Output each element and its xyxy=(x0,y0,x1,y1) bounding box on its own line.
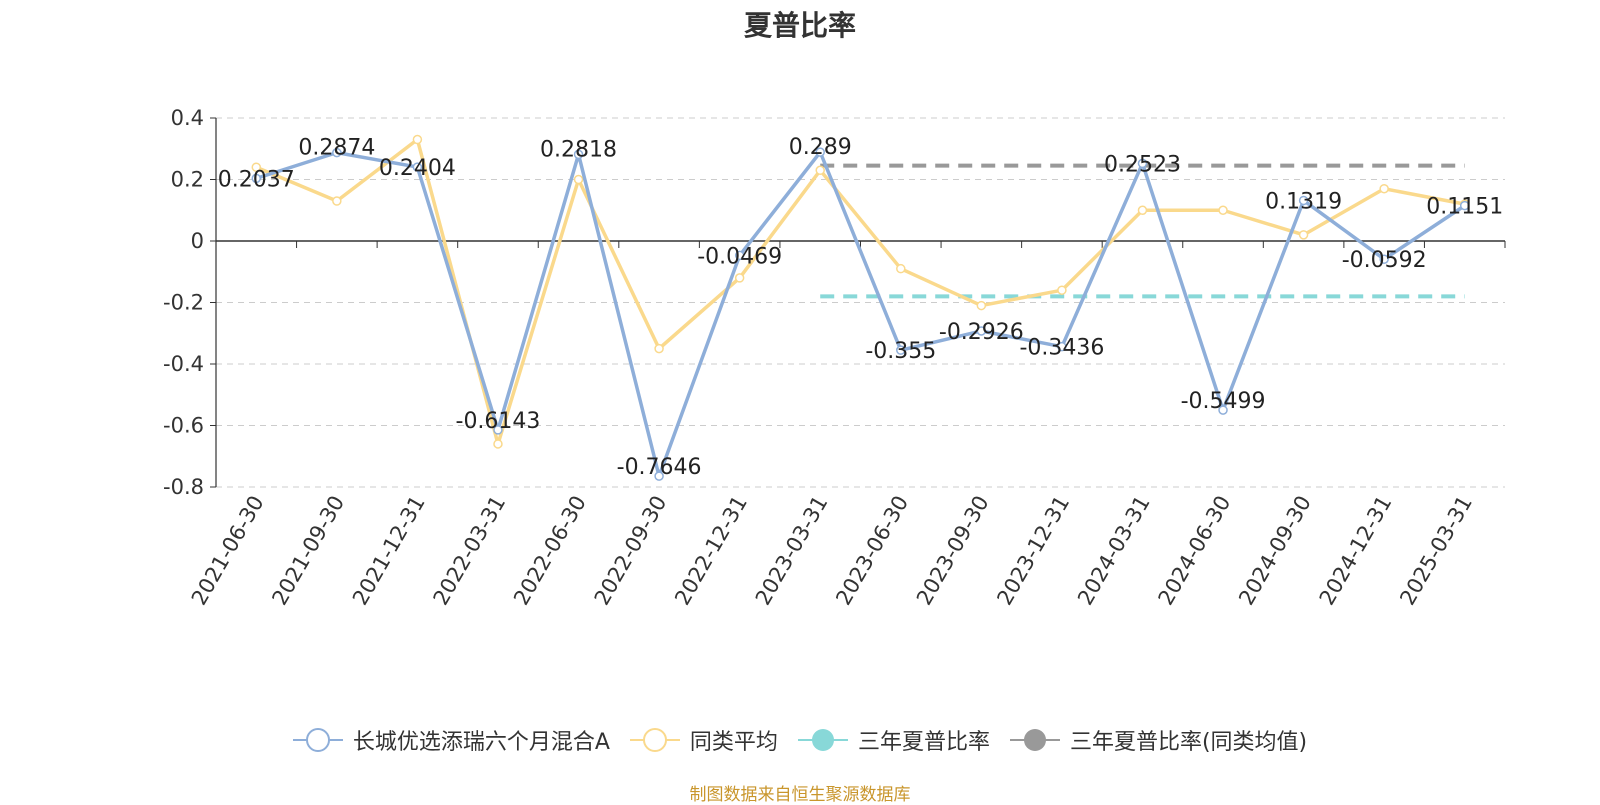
category-average-point xyxy=(1218,205,1228,215)
fund-point xyxy=(1379,254,1389,264)
x-tick-label: 2023-12-31 xyxy=(992,492,1074,610)
x-tick-label: 2024-06-30 xyxy=(1154,492,1236,610)
y-tick-label: 0.2 xyxy=(171,168,204,192)
category-average-point xyxy=(734,273,745,283)
legend-line-circle-icon xyxy=(292,728,343,752)
data-label: 0.1151 xyxy=(1426,195,1503,220)
x-tick-label: 2024-12-31 xyxy=(1315,492,1397,610)
x-tick-label: 2024-09-30 xyxy=(1234,492,1316,610)
grid-layer xyxy=(216,117,1505,488)
category-average-point xyxy=(493,439,503,449)
category-average-point xyxy=(1379,183,1389,194)
y-tick-label: -0.4 xyxy=(163,352,204,376)
x-tick-label: 2023-03-31 xyxy=(751,492,833,610)
data-label: -0.355 xyxy=(865,339,936,364)
data-label: 0.2818 xyxy=(540,137,617,162)
x-tick-label: 2022-12-31 xyxy=(670,492,752,610)
x-tick-label: 2021-12-31 xyxy=(348,492,430,610)
legend-label-fund: 长城优选添瑞六个月混合A xyxy=(352,730,610,755)
category-average-point xyxy=(1137,205,1148,215)
category-average-point xyxy=(1057,285,1067,295)
x-tick-label: 2022-03-31 xyxy=(428,492,510,610)
data-label: 0.2404 xyxy=(379,156,456,181)
y-tick-label: -0.2 xyxy=(163,291,204,315)
category-average-point xyxy=(1298,230,1309,240)
series-layer xyxy=(251,134,1470,481)
data-label: 0.2874 xyxy=(298,136,375,161)
x-tick-label: 2022-09-30 xyxy=(590,492,672,610)
data-label: -0.0469 xyxy=(697,244,782,269)
legend-label-three-year-average: 三年夏普比率(同类均值) xyxy=(1069,730,1308,755)
x-tick-label: 2023-09-30 xyxy=(912,492,994,610)
legend-label-category-average: 同类平均 xyxy=(689,730,778,755)
y-tick-label: -0.8 xyxy=(163,475,204,499)
y-tick-label: -0.6 xyxy=(163,414,204,438)
x-tick-label: 2025-03-31 xyxy=(1395,492,1477,610)
y-tick-label: 0.4 xyxy=(171,106,204,130)
category-average-point xyxy=(654,343,664,354)
fund-point xyxy=(1057,341,1067,352)
category-average-point xyxy=(251,162,262,172)
fund-point xyxy=(1298,195,1309,206)
data-label: 0.289 xyxy=(789,135,852,160)
x-tick-label: 2021-09-30 xyxy=(267,492,349,610)
fund-line xyxy=(255,150,1466,478)
legend: 长城优选添瑞六个月混合A 同类平均 三年夏普比率 三年夏普比率(同类均值) xyxy=(0,722,1600,758)
data-label: 0.2523 xyxy=(1104,152,1181,177)
x-tick-label: 2022-06-30 xyxy=(509,492,591,610)
data-label: -0.0592 xyxy=(1342,248,1427,273)
data-source-note: 制图数据来自恒生聚源数据库 xyxy=(689,785,911,805)
category-average-line xyxy=(255,137,1466,446)
y-tick-label: 0 xyxy=(191,229,204,253)
fund-point xyxy=(896,345,906,355)
chart-title: 夏普比率 xyxy=(743,9,856,42)
data-label: 0.1319 xyxy=(1265,189,1342,214)
data-label: 0.2037 xyxy=(218,167,295,192)
legend-item-three-year-average[interactable]: 三年夏普比率(同类均值) xyxy=(1009,724,1308,756)
legend-line-dot-icon xyxy=(1009,729,1060,751)
legend-label-three-year: 三年夏普比率 xyxy=(857,730,990,755)
fund-point xyxy=(815,147,825,157)
x-tick-label: 2024-03-31 xyxy=(1073,492,1155,610)
fund-point xyxy=(1137,158,1148,169)
category-average-point xyxy=(976,300,987,311)
category-average-point xyxy=(573,174,584,185)
category-average-point xyxy=(815,165,825,176)
x-tick-label: 2021-06-30 xyxy=(187,492,269,610)
fund-point xyxy=(412,162,423,172)
legend-item-fund[interactable]: 长城优选添瑞六个月混合A xyxy=(292,724,610,756)
fund-point xyxy=(734,250,745,261)
data-label: -0.6143 xyxy=(456,409,541,434)
fund-point xyxy=(332,147,342,158)
category-average-point xyxy=(896,263,906,274)
category-average-point xyxy=(332,196,342,206)
fund-point xyxy=(493,425,503,435)
data-label: -0.3436 xyxy=(1019,336,1104,361)
legend-item-category-average[interactable]: 同类平均 xyxy=(629,724,778,756)
data-label: -0.7646 xyxy=(617,455,702,480)
data-label: -0.5499 xyxy=(1181,389,1266,414)
legend-item-three-year[interactable]: 三年夏普比率 xyxy=(797,724,990,756)
data-label: -0.2926 xyxy=(939,320,1024,345)
fund-point xyxy=(976,326,987,336)
legend-line-dot-icon xyxy=(797,729,848,751)
fund-point xyxy=(1459,200,1470,211)
fund-point xyxy=(251,173,262,184)
category-average-point xyxy=(412,134,423,145)
fund-point xyxy=(1218,405,1228,415)
legend-line-circle-icon xyxy=(629,728,680,752)
fund-point xyxy=(573,149,584,160)
fund-point xyxy=(654,471,664,481)
x-tick-label: 2023-06-30 xyxy=(831,492,913,610)
